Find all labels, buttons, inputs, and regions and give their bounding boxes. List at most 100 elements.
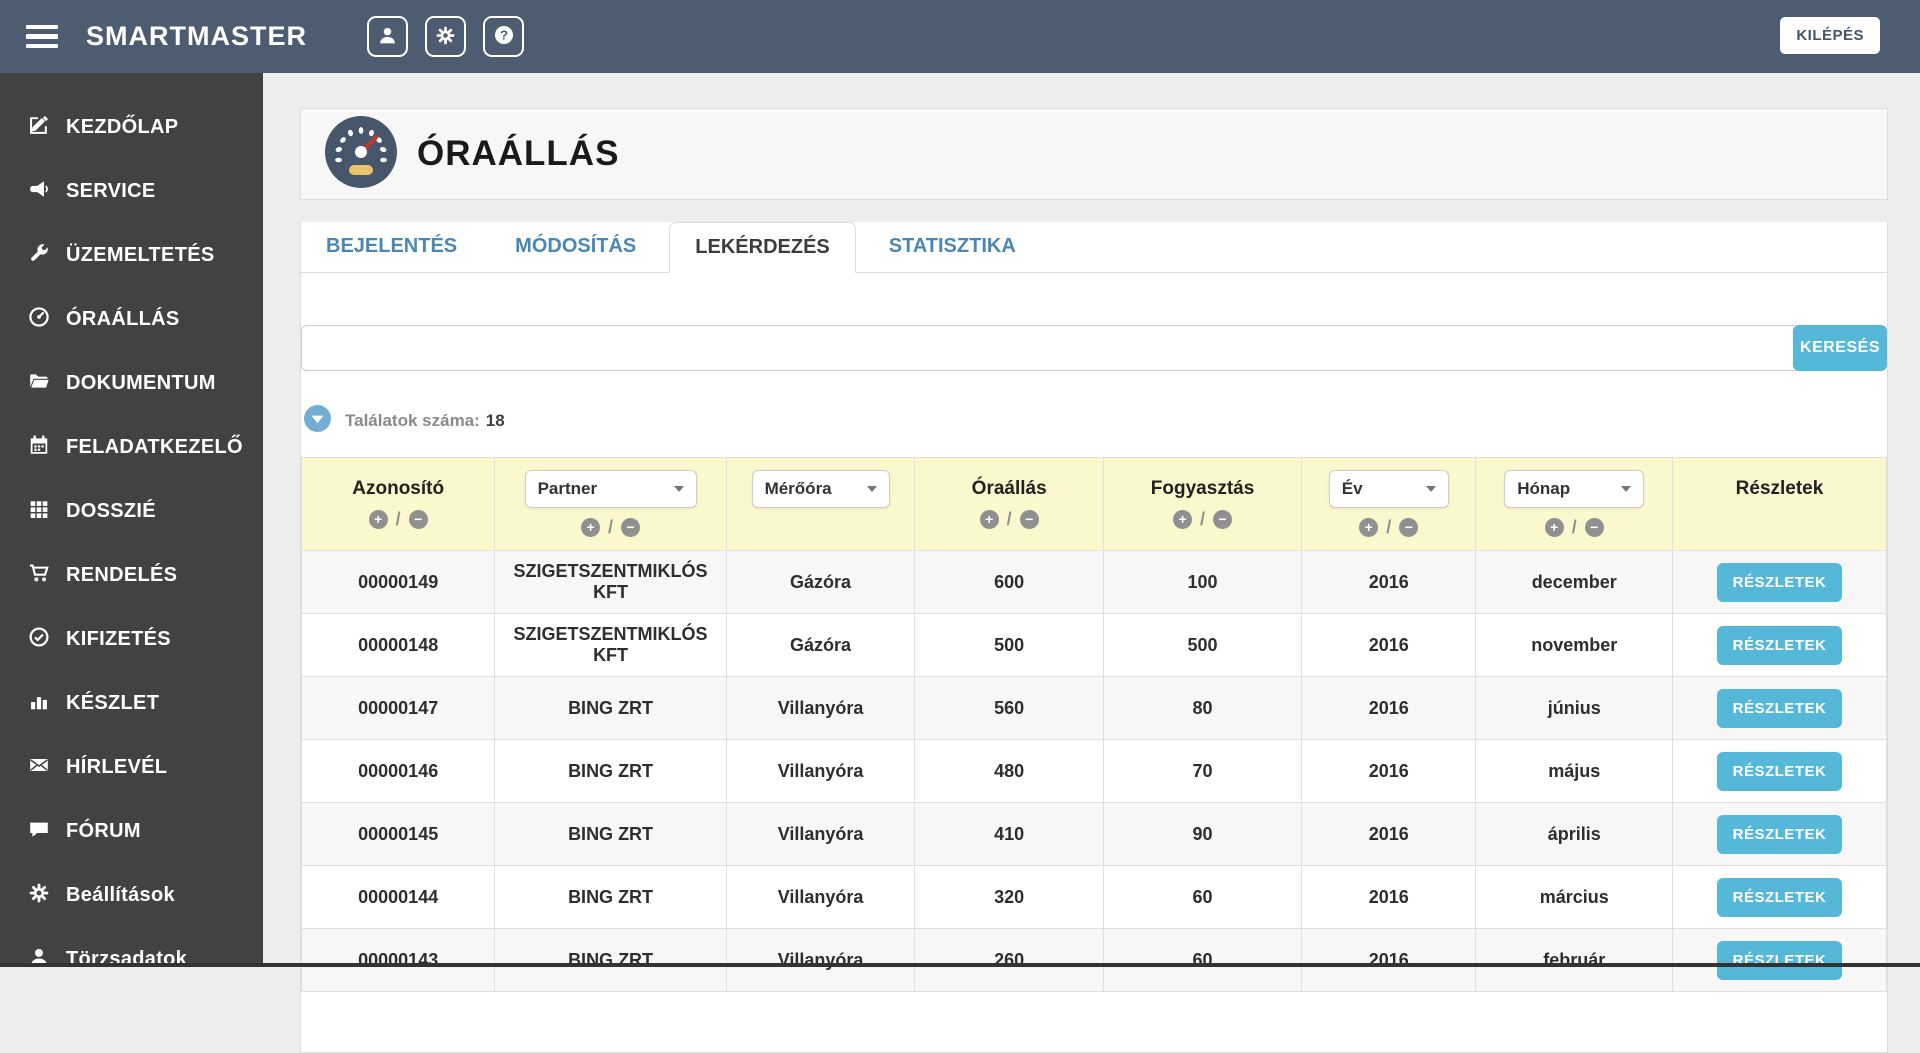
sidebar-item-service[interactable]: SERVICE <box>0 159 263 223</box>
tab-statisztika[interactable]: STATISZTIKA <box>888 235 1016 257</box>
cell-month: november <box>1475 613 1673 677</box>
app-title: SMARTMASTER <box>86 21 307 51</box>
tab-bejelentes[interactable]: BEJELENTÉS <box>326 235 458 257</box>
cell-partner: BING ZRT <box>494 676 727 740</box>
chevron-down-icon <box>1621 486 1632 492</box>
sidebar-item-kifizetes[interactable]: KIFIZETÉS <box>0 607 263 671</box>
sort-desc-button[interactable]: − <box>408 510 428 529</box>
cell-consumption: 100 <box>1102 550 1303 614</box>
cell-year: 2016 <box>1301 739 1477 803</box>
sort-asc-button[interactable]: + <box>1173 510 1193 529</box>
sidebar-item-label: ÓRAÁLLÁS <box>66 307 180 330</box>
sidebar-item-hirlevel[interactable]: HÍRLEVÉL <box>0 735 263 799</box>
table-row: 00000147 BING ZRT Villanyóra 560 80 2016… <box>300 676 1888 740</box>
comment-icon <box>28 818 50 845</box>
tab-lekerdezes[interactable]: LEKÉRDEZÉS <box>669 222 856 273</box>
sidebar-item-kezdolap[interactable]: KEZDŐLAP <box>0 95 263 159</box>
sidebar-item-label: Törzsadatok <box>66 947 188 970</box>
table-row: 00000148 SZIGETSZENTMIKLÓS KFT Gázóra 50… <box>300 613 1888 677</box>
sort-desc-button[interactable]: − <box>621 518 641 537</box>
sidebar-item-uzemeltetes[interactable]: ÜZEMELTETÉS <box>0 223 263 287</box>
hamburger-menu-icon[interactable] <box>26 20 58 54</box>
sidebar-item-label: HÍRLEVÉL <box>66 755 168 778</box>
page-gauge-icon <box>325 115 397 193</box>
cell-meter: Gázóra <box>725 613 916 677</box>
search-input[interactable] <box>301 325 1800 371</box>
svg-text:?: ? <box>499 28 507 43</box>
help-button[interactable]: ? <box>483 16 524 57</box>
details-button[interactable]: RÉSZLETEK <box>1716 877 1843 917</box>
calendar-icon <box>28 434 50 461</box>
cell-meter: Villanyóra <box>725 739 916 803</box>
folder-icon <box>28 370 50 397</box>
sort-asc-button[interactable]: + <box>368 510 388 529</box>
details-button[interactable]: RÉSZLETEK <box>1716 751 1843 791</box>
cell-month: december <box>1475 550 1673 614</box>
user-button[interactable] <box>367 16 408 57</box>
gear-icon <box>435 25 456 49</box>
sort-desc-button[interactable]: − <box>1399 518 1419 537</box>
search-row: KERESÉS <box>301 325 1887 371</box>
sort-asc-button[interactable]: + <box>979 510 999 529</box>
column-header-azonosito: Azonosító + / − <box>300 457 496 551</box>
sidebar-item-label: DOKUMENTUM <box>66 371 216 394</box>
cell-id: 00000146 <box>300 739 496 803</box>
user-icon <box>28 946 50 973</box>
cell-year: 2016 <box>1301 928 1477 992</box>
cell-consumption: 60 <box>1102 865 1303 929</box>
sidebar-item-rendeles[interactable]: RENDELÉS <box>0 543 263 607</box>
sort-desc-button[interactable]: − <box>1019 510 1039 529</box>
bar-chart-icon <box>28 690 50 717</box>
ev-filter-select[interactable]: Év <box>1328 470 1449 508</box>
column-header-fogyasztas: Fogyasztás + / − <box>1102 457 1303 551</box>
sort-asc-button[interactable]: + <box>1544 518 1564 537</box>
settings-button[interactable] <box>425 16 466 57</box>
column-header-oraallas: Óraállás + / − <box>914 457 1104 551</box>
sidebar-item-label: RENDELÉS <box>66 563 178 586</box>
cell-consumption: 90 <box>1102 802 1303 866</box>
honap-filter-select[interactable]: Hónap <box>1504 470 1645 508</box>
details-button[interactable]: RÉSZLETEK <box>1716 814 1843 854</box>
details-button[interactable]: RÉSZLETEK <box>1716 562 1843 602</box>
search-button[interactable]: KERESÉS <box>1793 325 1887 371</box>
sidebar-item-dosszie[interactable]: DOSSZIÉ <box>0 479 263 543</box>
data-table: Azonosító + / − Partner + / − Mérőóra Óraáll… <box>300 457 1888 992</box>
cell-meter: Villanyóra <box>725 928 916 992</box>
sidebar-item-oraallas[interactable]: ÓRAÁLLÁS <box>0 287 263 351</box>
megaphone-icon <box>28 178 50 205</box>
details-button[interactable]: RÉSZLETEK <box>1716 940 1843 980</box>
details-button[interactable]: RÉSZLETEK <box>1716 688 1843 728</box>
cell-reading: 600 <box>914 550 1104 614</box>
logout-button[interactable]: KILÉPÉS <box>1780 17 1880 54</box>
cell-year: 2016 <box>1301 613 1477 677</box>
details-button[interactable]: RÉSZLETEK <box>1716 625 1843 665</box>
sidebar-item-dokumentum[interactable]: DOKUMENTUM <box>0 351 263 415</box>
sort-asc-button[interactable]: + <box>1359 518 1379 537</box>
tab-modositas[interactable]: MÓDOSÍTÁS <box>515 235 637 257</box>
cell-month: május <box>1475 739 1673 803</box>
cell-reading: 260 <box>914 928 1104 992</box>
meroora-filter-select[interactable]: Mérőóra <box>751 470 890 508</box>
sidebar-item-torzsadatok[interactable]: Törzsadatok <box>0 927 263 991</box>
sidebar-item-label: KÉSZLET <box>66 691 160 714</box>
arrow-down-circle-icon <box>301 405 331 437</box>
results-row: Találatok száma: 18 <box>301 405 1887 437</box>
sidebar-item-beallitasok[interactable]: Beállítások <box>0 863 263 927</box>
sort-desc-button[interactable]: − <box>1584 518 1604 537</box>
sidebar-item-keszlet[interactable]: KÉSZLET <box>0 671 263 735</box>
cell-id: 00000143 <box>300 928 496 992</box>
sidebar-item-feladatkezelo[interactable]: FELADATKEZELŐ <box>0 415 263 479</box>
card-body: BEJELENTÉS MÓDOSÍTÁS LEKÉRDEZÉS STATISZT… <box>300 222 1888 1053</box>
sort-desc-button[interactable]: − <box>1213 510 1233 529</box>
sidebar-item-label: FÓRUM <box>66 819 141 842</box>
column-header-ev: Év + / − <box>1301 457 1477 551</box>
grid-icon <box>28 498 50 525</box>
cell-year: 2016 <box>1301 865 1477 929</box>
sort-asc-button[interactable]: + <box>581 518 601 537</box>
sidebar-item-label: KEZDŐLAP <box>66 115 179 138</box>
page-title: ÓRAÁLLÁS <box>417 134 620 173</box>
cell-year: 2016 <box>1301 676 1477 740</box>
sidebar-item-forum[interactable]: FÓRUM <box>0 799 263 863</box>
partner-filter-select[interactable]: Partner <box>524 470 697 508</box>
cell-id-alert: 00000144 <box>300 865 496 929</box>
